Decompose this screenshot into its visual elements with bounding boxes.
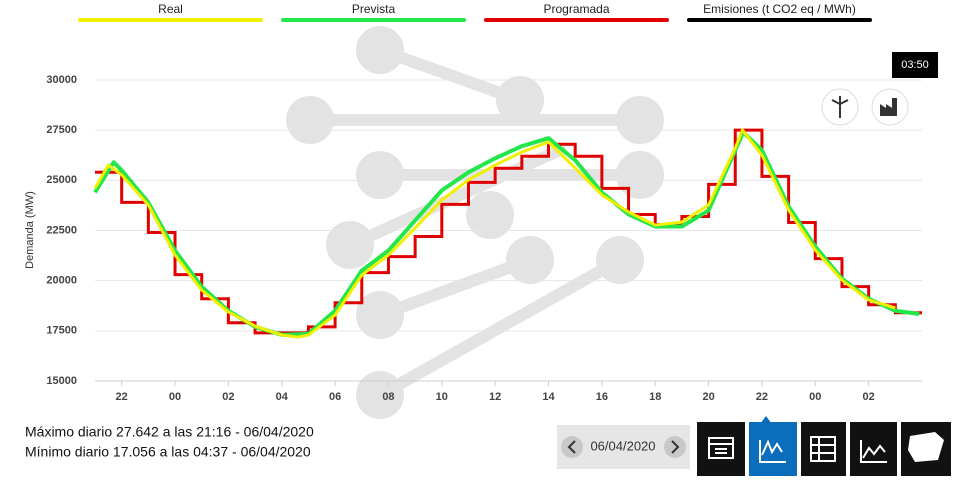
x-tick-label: 22 xyxy=(756,391,768,403)
x-tick-label: 02 xyxy=(222,391,234,403)
next-button[interactable] xyxy=(664,436,686,458)
x-tick-label: 04 xyxy=(276,391,289,403)
x-tick-label: 14 xyxy=(542,391,555,403)
x-tick-label: 06 xyxy=(329,391,341,403)
legend-swatch xyxy=(281,18,466,22)
max-stat: Máximo diario 27.642 a las 21:16 - 06/04… xyxy=(25,424,314,440)
watermark xyxy=(286,26,664,419)
x-tick-label: 16 xyxy=(596,391,608,403)
time-tooltip xyxy=(892,52,938,78)
legend-swatch xyxy=(687,18,872,22)
x-tick-label: 08 xyxy=(382,391,394,403)
series-step xyxy=(95,128,922,335)
prev-button[interactable] xyxy=(561,436,583,458)
x-tick-label: 00 xyxy=(809,391,821,403)
time-tooltip-text: 03:50 xyxy=(901,59,929,71)
legend-swatch xyxy=(484,18,669,22)
area-button[interactable] xyxy=(850,422,897,476)
y-axis-label: Demanda (MW) xyxy=(24,191,36,269)
x-tick-label: 00 xyxy=(169,391,181,403)
y-tick-label: 30000 xyxy=(46,74,77,86)
x-tick-label: 20 xyxy=(702,391,714,403)
min-stat: Mínimo diario 17.056 a las 04:37 - 06/04… xyxy=(25,444,311,460)
series-line xyxy=(93,130,920,337)
controls: 06/04/2020 03:50 Máximo diario 27.642 a … xyxy=(25,52,951,476)
x-tick-label: 22 xyxy=(116,391,128,403)
legend-label: Emisiones (t CO2 eq / MWh) xyxy=(703,2,856,16)
x-tick-label: 02 xyxy=(863,391,875,403)
y-tick-label: 15000 xyxy=(46,375,77,387)
legend-label: Prevista xyxy=(352,2,396,16)
legend-label: Programada xyxy=(543,2,609,16)
y-tick-label: 22500 xyxy=(46,224,77,236)
x-tick-label: 10 xyxy=(436,391,448,403)
x-tick-label: 12 xyxy=(489,391,501,403)
y-tick-label: 27500 xyxy=(46,124,77,136)
x-tick-label: 18 xyxy=(649,391,661,403)
legend-swatch xyxy=(78,18,263,22)
legend-label: Real xyxy=(158,2,183,16)
y-tick-label: 25000 xyxy=(46,174,77,186)
y-tick-label: 20000 xyxy=(46,275,77,287)
table-button[interactable] xyxy=(801,422,846,476)
series-line xyxy=(93,128,896,339)
date-text: 06/04/2020 xyxy=(590,438,655,453)
y-tick-label: 17500 xyxy=(46,325,77,337)
